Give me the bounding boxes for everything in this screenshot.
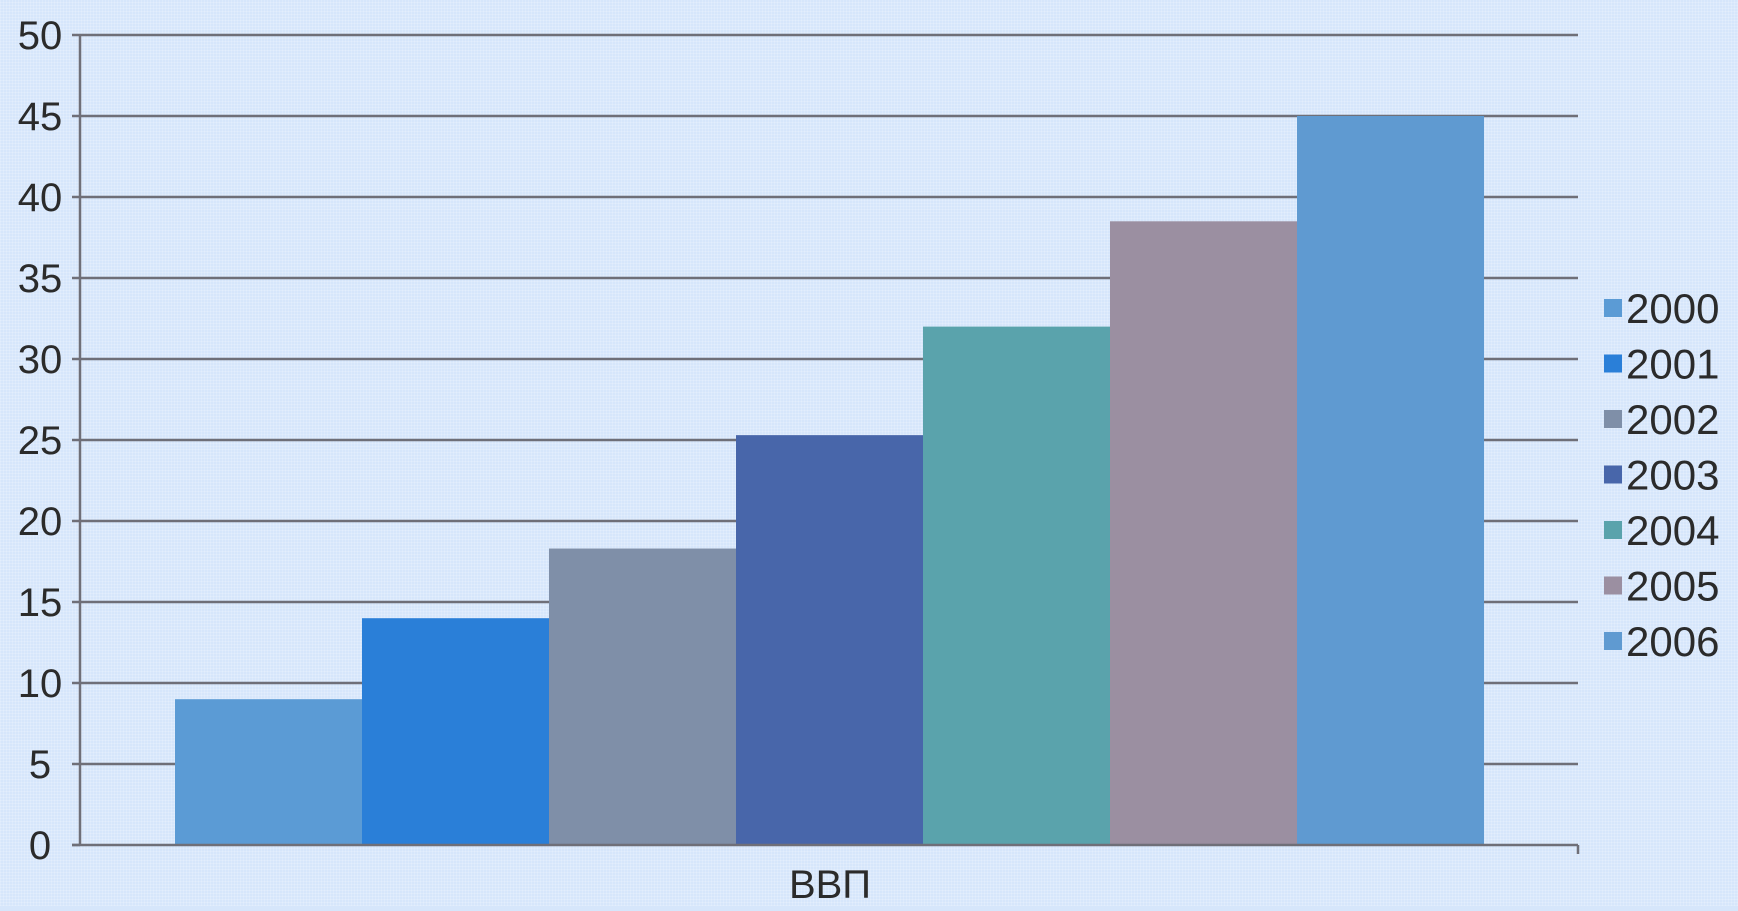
legend-swatch-2005 <box>1604 576 1622 595</box>
bar-2000 <box>175 699 362 845</box>
legend-label-2003: 2003 <box>1626 452 1719 499</box>
legend-swatch-2006 <box>1604 632 1622 650</box>
legend-swatch-2002 <box>1604 410 1622 428</box>
legend-label-2002: 2002 <box>1626 396 1719 443</box>
y-tick-labels: 0 5 10 15 20 25 30 35 40 45 50 <box>18 14 63 868</box>
y-tick-label: 50 <box>18 14 63 58</box>
bars <box>175 116 1484 846</box>
legend-swatch-2004 <box>1604 521 1622 539</box>
y-tick-label: 35 <box>18 257 63 301</box>
legend-swatch-2001 <box>1604 354 1622 373</box>
x-tick-labels: ВВП <box>789 863 871 907</box>
y-tick-label: 25 <box>18 419 63 463</box>
x-tick-label: ВВП <box>789 863 871 906</box>
y-tick-label: 30 <box>18 338 63 382</box>
y-tick-label: 15 <box>18 581 63 625</box>
legend-label-2006: 2006 <box>1626 618 1719 665</box>
y-tick-label: 20 <box>18 500 63 544</box>
y-tick-label: 0 <box>29 824 51 868</box>
bar-2004 <box>923 326 1110 846</box>
legend-label-2000: 2000 <box>1626 285 1719 332</box>
axes <box>72 33 1580 854</box>
y-tick-label: 45 <box>18 95 63 139</box>
bar-2005 <box>1110 221 1297 846</box>
bar-2002 <box>549 548 736 845</box>
legend-label-2001: 2001 <box>1626 341 1719 388</box>
bar-2006 <box>1297 116 1484 845</box>
legend: 2000 2001 2002 2003 2004 2005 2006 <box>1604 285 1719 665</box>
legend-swatch-2003 <box>1604 465 1622 484</box>
y-tick-label: 40 <box>18 176 63 220</box>
legend-label-2004: 2004 <box>1626 507 1719 554</box>
legend-swatch-2000 <box>1604 299 1622 317</box>
y-tick-label: 5 <box>29 743 51 787</box>
legend-label-2005: 2005 <box>1626 563 1719 610</box>
bar-2001 <box>362 618 549 845</box>
y-tick-label: 10 <box>18 662 63 706</box>
bar-2003 <box>736 435 923 845</box>
